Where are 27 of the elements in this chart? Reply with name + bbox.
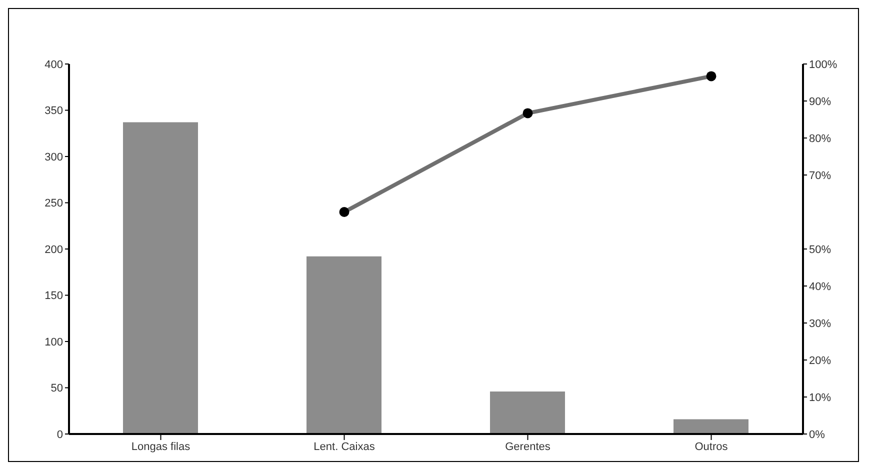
y-tick-label: 150 — [44, 290, 63, 302]
bar — [490, 391, 565, 434]
x-tick-label: Outros — [694, 440, 728, 453]
x-tick-label: Longas filas — [131, 440, 191, 453]
y-tick-label: 200 — [44, 244, 63, 256]
y2-tick-label: 20% — [809, 354, 832, 367]
y2-tick-label: 10% — [809, 392, 832, 404]
bar — [123, 122, 198, 434]
y2-tick-label: 50% — [809, 244, 832, 256]
y-tick-label: 250 — [44, 198, 63, 210]
y2-tick-label: 30% — [809, 318, 832, 330]
bar — [674, 419, 748, 434]
y2-tick-label: 80% — [809, 132, 832, 145]
x-tick-label: Gerentes — [505, 440, 551, 453]
y-tick-label: 400 — [44, 58, 63, 71]
y-tick-label: 100 — [44, 336, 63, 348]
y-tick-label: 50 — [50, 382, 63, 395]
x-tick-label: Lent. Caixas — [314, 440, 376, 453]
y-tick-label: 300 — [44, 151, 63, 164]
y2-tick-label: 90% — [809, 96, 832, 108]
y2-tick-label: 0% — [809, 428, 826, 441]
y2-tick-label: 70% — [809, 170, 832, 182]
y2-tick-label: 40% — [809, 280, 832, 293]
bar — [306, 256, 382, 434]
y-tick-label: 350 — [44, 105, 63, 118]
y2-tick-label: 100% — [809, 58, 838, 71]
y-tick-label: 0 — [56, 428, 63, 441]
